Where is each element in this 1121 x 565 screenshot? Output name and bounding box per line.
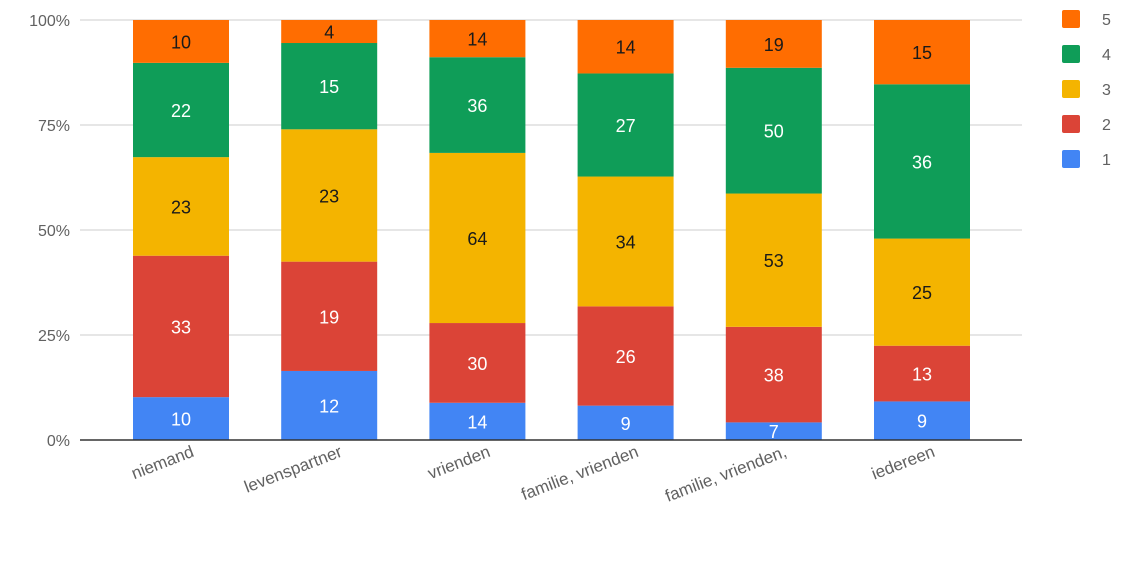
data-label: 4: [324, 23, 334, 43]
data-label: 50: [764, 122, 784, 142]
bar-segment-1: [133, 397, 229, 440]
data-label: 19: [319, 307, 339, 327]
bar-stack: 7 38 53 50 19: [725, 20, 822, 442]
bar-segment-1: [577, 405, 674, 440]
legend-label: 1: [1102, 152, 1111, 169]
legend-label: 2: [1102, 117, 1111, 134]
legend-swatch: [1062, 10, 1080, 28]
gridlines: [80, 19, 1022, 336]
data-label: 36: [912, 152, 932, 172]
bar-segment-3: [577, 176, 674, 307]
data-label: 10: [171, 410, 191, 430]
data-label: 36: [467, 96, 487, 116]
bar-stack: 10 33 23 22 10: [133, 20, 229, 440]
bar-segment-2: [133, 255, 229, 398]
data-label: 53: [764, 251, 784, 271]
bars: 10 33 23 22 10 12 19 23 15 4 14 30 64 36 14 9 26 34 27 14 7 3…: [133, 20, 970, 442]
bar-segment-5: [874, 20, 970, 85]
legend-label: 3: [1102, 82, 1111, 99]
bar-segment-4: [577, 73, 674, 177]
x-tick-label: familie, vrienden,: [662, 442, 789, 506]
data-label: 22: [171, 101, 191, 121]
data-label: 9: [621, 414, 631, 434]
y-tick-label: 0%: [47, 433, 70, 450]
bar-segment-2: [281, 261, 378, 371]
data-label: 14: [467, 412, 487, 432]
y-tick-label: 50%: [38, 223, 70, 240]
legend-swatch: [1062, 115, 1080, 133]
data-label: 64: [467, 229, 487, 249]
y-axis: 0% 25% 50% 75% 100%: [29, 13, 70, 450]
x-axis: niemand levenspartner vrienden familie, vri…: [129, 442, 938, 506]
data-label: 14: [467, 30, 487, 50]
legend-swatch: [1062, 45, 1080, 63]
legend-label: 4: [1102, 47, 1111, 64]
data-label: 9: [917, 412, 927, 432]
data-label: 34: [616, 232, 636, 252]
data-label: 12: [319, 396, 339, 416]
data-label: 26: [616, 347, 636, 367]
data-label: 15: [319, 77, 339, 97]
bar-segment-3: [133, 157, 229, 256]
bar-segment-2: [429, 323, 526, 403]
x-tick-label: vrienden: [425, 442, 493, 483]
bar-segment-5: [577, 20, 674, 74]
bar-segment-4: [281, 43, 378, 130]
bar-segment-5: [429, 20, 526, 58]
bar-stack: 12 19 23 15 4: [281, 20, 378, 440]
data-label: 27: [616, 116, 636, 136]
bar-segment-5: [281, 20, 378, 44]
bar-segment-4: [725, 67, 822, 194]
bar-stack: 9 13 25 36 15: [874, 20, 970, 440]
data-label: 25: [912, 283, 932, 303]
data-label: 23: [319, 186, 339, 206]
bar-segment-3: [725, 193, 822, 327]
bar-segment-1: [429, 402, 526, 440]
legend-label: 5: [1102, 12, 1111, 29]
bar-segment-2: [577, 306, 674, 406]
bar-segment-3: [874, 238, 970, 346]
data-label: 38: [764, 366, 784, 386]
data-label: 30: [467, 354, 487, 374]
bar-segment-2: [725, 326, 822, 423]
x-tick-label: niemand: [129, 442, 197, 483]
bar-stack: 14 30 64 36 14: [429, 20, 526, 440]
bar-segment-4: [874, 84, 970, 239]
bar-segment-4: [429, 57, 526, 153]
bar-stack: 9 26 34 27 14: [577, 20, 674, 440]
bar-segment-5: [725, 20, 822, 68]
bar-segment-4: [133, 62, 229, 158]
y-tick-label: 100%: [29, 13, 70, 30]
y-tick-label: 25%: [38, 328, 70, 345]
data-label: 15: [912, 43, 932, 63]
data-label: 7: [769, 422, 779, 442]
bar-segment-2: [874, 345, 970, 402]
legend-swatch: [1062, 150, 1080, 168]
data-label: 13: [912, 365, 932, 385]
data-label: 23: [171, 197, 191, 217]
data-label: 33: [171, 317, 191, 337]
bar-segment-3: [281, 129, 378, 262]
bar-segment-1: [725, 422, 822, 440]
legend: 5 4 3 2 1: [1062, 10, 1111, 169]
y-tick-label: 75%: [38, 118, 70, 135]
x-tick-label: familie, vrienden: [519, 442, 641, 504]
data-label: 14: [616, 38, 636, 58]
legend-swatch: [1062, 80, 1080, 98]
x-tick-label: levenspartner: [242, 442, 345, 497]
bar-segment-5: [133, 20, 229, 63]
x-tick-label: iedereen: [869, 442, 938, 483]
data-label: 10: [171, 32, 191, 52]
bar-segment-1: [281, 370, 378, 440]
bar-segment-1: [874, 401, 970, 440]
data-label: 19: [764, 35, 784, 55]
bar-segment-3: [429, 152, 526, 324]
